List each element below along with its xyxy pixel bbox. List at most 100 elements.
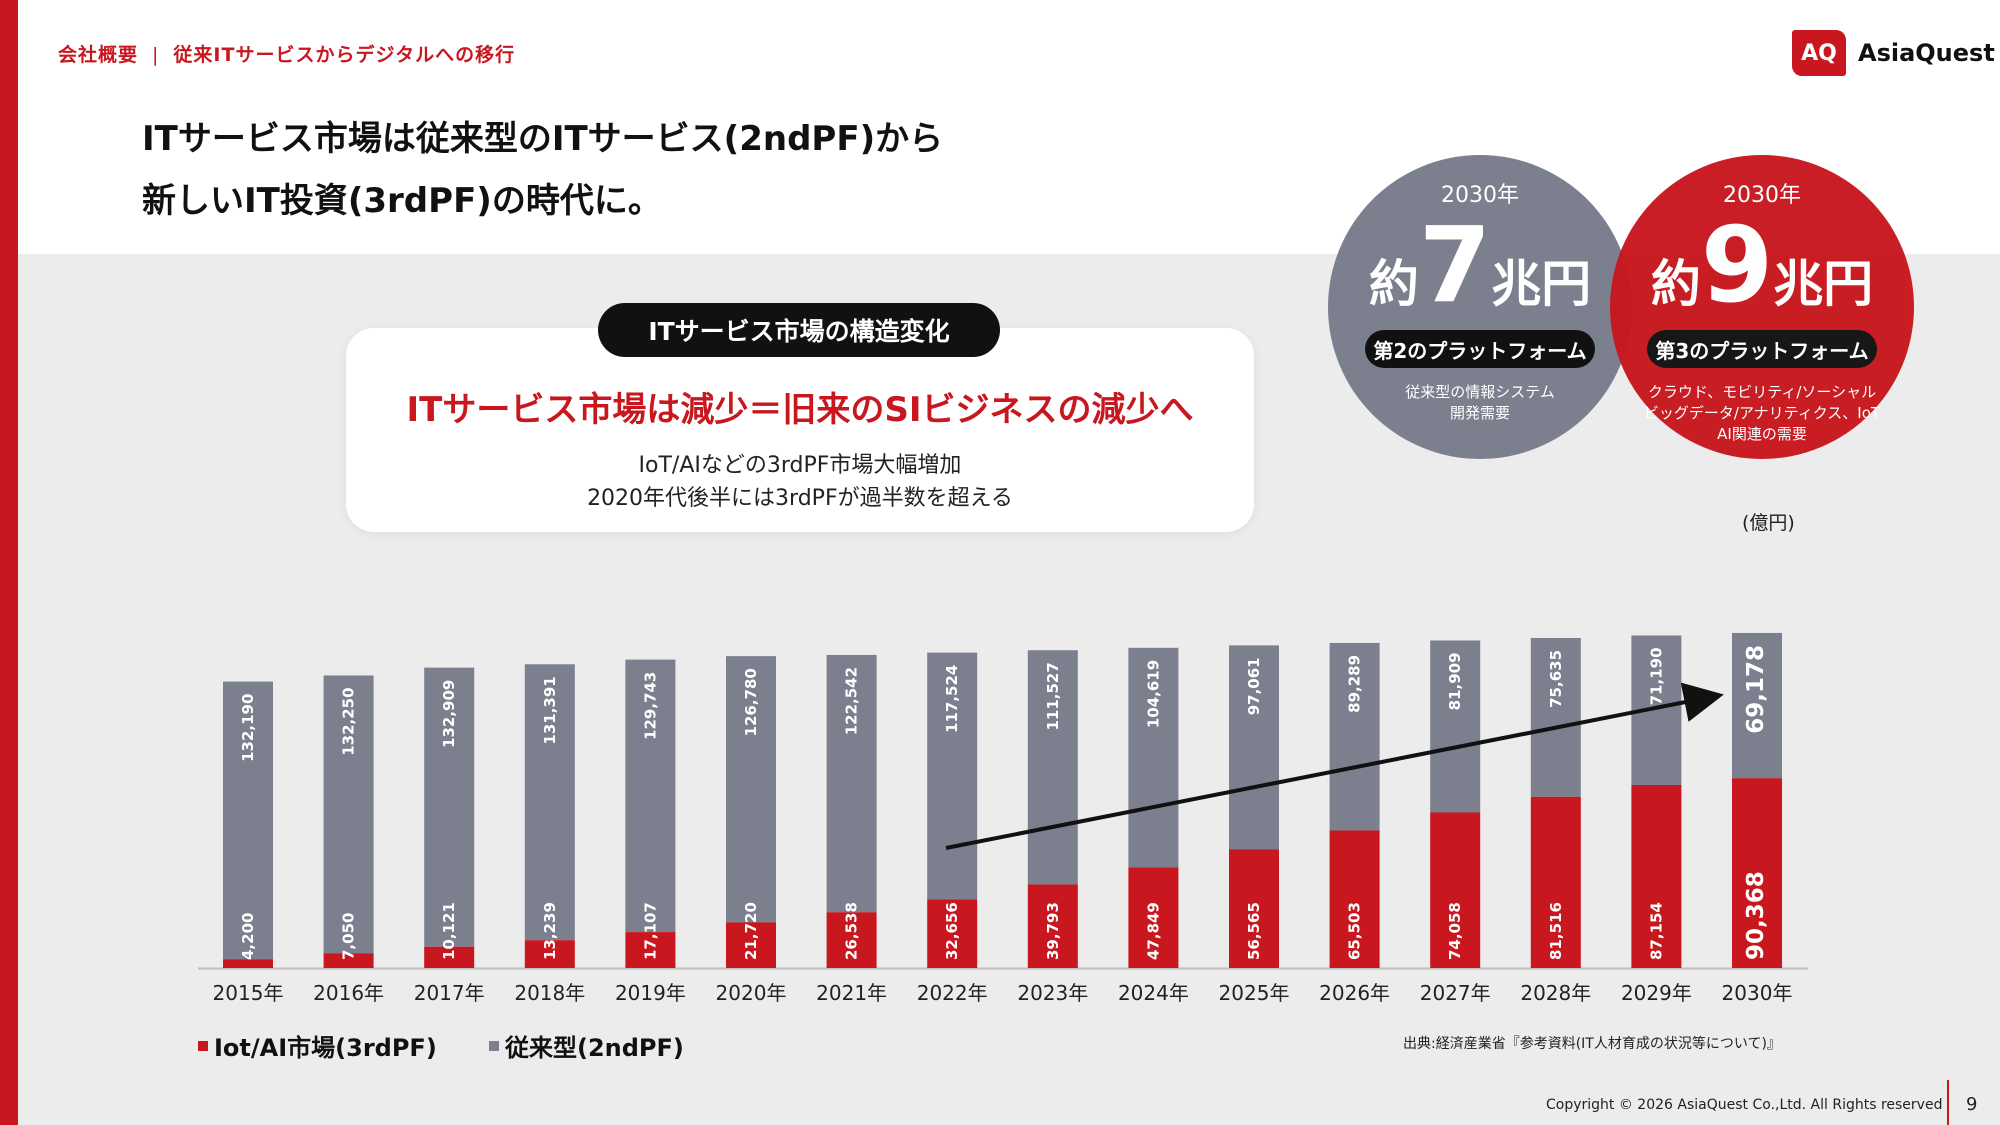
bar-label-3rdpf-5: 21,720 xyxy=(742,902,760,960)
circle-3rdpf-unit: 兆円 xyxy=(1773,255,1874,313)
legend-item-3rdpf: Iot/AI市場(3rdPF) xyxy=(198,1028,437,1063)
bar-2ndpf-9 xyxy=(1128,647,1179,868)
x-tick-label-0: 2015年 xyxy=(213,981,284,1005)
bar-label-3rdpf-11: 65,503 xyxy=(1346,902,1364,960)
bar-label-3rdpf-8: 39,793 xyxy=(1044,902,1062,960)
circle-2ndpf-description: 従来型の情報システム 開発需要 xyxy=(1328,382,1632,424)
bar-2ndpf-10 xyxy=(1229,645,1279,850)
bar-label-3rdpf-1: 7,050 xyxy=(340,913,358,960)
bar-2ndpf-15 xyxy=(1732,632,1782,779)
card-subtext: IoT/AIなどの3rdPF市場大幅増加 2020年代後半には3rdPFが過半数… xyxy=(346,449,1254,515)
circle-3rdpf-year: 2030年 xyxy=(1723,183,1801,208)
bar-3rdpf-9 xyxy=(1128,867,1179,968)
x-tick-label-9: 2024年 xyxy=(1118,981,1189,1005)
headline-line-1: ITサービス市場は従来型のITサービス(2ndPF)から xyxy=(142,119,944,159)
circle-3rdpf-prefix: 約 xyxy=(1650,255,1701,313)
bar-3rdpf-7 xyxy=(927,899,978,968)
bar-label-2ndpf-11: 89,289 xyxy=(1346,655,1364,713)
legend-swatch-2ndpf xyxy=(489,1040,499,1051)
x-tick-label-3: 2018年 xyxy=(514,981,585,1005)
bar-3rdpf-1 xyxy=(323,953,374,968)
x-tick-label-14: 2029年 xyxy=(1621,981,1692,1005)
x-tick-label-2: 2017年 xyxy=(414,981,485,1005)
x-tick-label-8: 2023年 xyxy=(1017,981,1088,1005)
card-line-1: IoT/AIなどの3rdPF市場大幅増加 xyxy=(638,453,962,478)
bar-2ndpf-7 xyxy=(927,652,978,900)
x-tick-label-15: 2030年 xyxy=(1722,981,1793,1005)
bar-2ndpf-11 xyxy=(1329,642,1380,831)
bar-2ndpf-5 xyxy=(726,656,776,923)
bar-label-3rdpf-10: 56,565 xyxy=(1245,902,1263,960)
circle-2ndpf-number: 7 xyxy=(1418,204,1492,326)
bar-label-3rdpf-3: 13,239 xyxy=(541,902,559,960)
source-citation: 出典:経済産業省『参考資料(IT人材育成の状況等について)』 xyxy=(1403,1036,1781,1052)
bar-2ndpf-6 xyxy=(826,654,877,913)
bar-3rdpf-14 xyxy=(1631,784,1682,968)
x-tick-label-5: 2020年 xyxy=(716,981,787,1005)
circle-2ndpf-prefix: 約 xyxy=(1368,255,1419,313)
bar-label-2ndpf-12: 81,909 xyxy=(1446,652,1464,710)
bar-3rdpf-5 xyxy=(726,922,776,968)
bar-label-3rdpf-6: 26,538 xyxy=(843,902,861,960)
circle-3rdpf-amount: 約9兆円 xyxy=(1610,213,1914,317)
circle-2ndpf-desc-2: 開発需要 xyxy=(1449,404,1510,422)
bar-label-3rdpf-0: 4,200 xyxy=(239,913,257,960)
x-tick-label-4: 2019年 xyxy=(615,981,686,1005)
circle-3rdpf-platform: 第3のプラットフォーム xyxy=(1647,330,1877,368)
summary-card: ITサービス市場は減少＝旧来のSIビジネスの減少へ IoT/AIなどの3rdPF… xyxy=(346,328,1254,532)
legend-swatch-3rdpf xyxy=(198,1040,208,1051)
bar-3rdpf-11 xyxy=(1329,830,1380,968)
bar-2ndpf-3 xyxy=(524,664,575,941)
legend-label-3rdpf: Iot/AI市場(3rdPF) xyxy=(214,1034,437,1062)
bar-3rdpf-4 xyxy=(625,932,676,968)
bar-3rdpf-6 xyxy=(826,912,877,968)
chart-unit-label: (億円) xyxy=(1742,512,1795,534)
bar-label-2ndpf-6: 122,542 xyxy=(843,667,861,735)
bar-label-3rdpf-7: 32,656 xyxy=(943,902,961,960)
x-tick-label-10: 2025年 xyxy=(1219,981,1290,1005)
bar-label-2ndpf-9: 104,619 xyxy=(1144,660,1162,728)
bar-label-2ndpf-2: 132,909 xyxy=(440,680,458,748)
bar-2ndpf-4 xyxy=(625,659,676,933)
x-tick-label-6: 2021年 xyxy=(816,981,887,1005)
bar-label-2ndpf-5: 126,780 xyxy=(742,668,760,736)
circle-3rdpf: 2030年 約9兆円 第3のプラットフォーム クラウド、モビリティ/ソーシャル … xyxy=(1610,155,1914,459)
bar-label-2ndpf-7: 117,524 xyxy=(943,665,961,733)
circle-2ndpf: 2030年 約7兆円 第2のプラットフォーム 従来型の情報システム 開発需要 xyxy=(1328,155,1632,459)
breadcrumb-section: 会社概要 xyxy=(58,44,139,66)
circle-3rdpf-description: クラウド、モビリティ/ソーシャル ビッグデータ/アナリティクス、IoT AI関連… xyxy=(1610,382,1914,445)
breadcrumb: 会社概要 | 従来ITサービスからデジタルへの移行 xyxy=(58,40,515,67)
headline-line-2: 新しいIT投資(3rdPF)の時代に。 xyxy=(142,181,662,221)
breadcrumb-subsection: 従来ITサービスからデジタルへの移行 xyxy=(173,44,516,66)
page-divider xyxy=(1947,1080,1949,1125)
bar-label-2ndpf-1: 132,250 xyxy=(340,687,358,755)
bar-2ndpf-1 xyxy=(323,675,374,954)
bar-label-3rdpf-4: 17,107 xyxy=(641,902,659,960)
bar-3rdpf-8 xyxy=(1027,884,1078,968)
card-tag: ITサービス市場の構造変化 xyxy=(598,303,1000,357)
bar-label-3rdpf-12: 74,058 xyxy=(1446,902,1464,960)
bar-label-3rdpf-2: 10,121 xyxy=(440,902,458,960)
logo-text: AsiaQuest xyxy=(1858,39,1995,67)
circle-2ndpf-platform: 第2のプラットフォーム xyxy=(1365,330,1595,368)
bar-label-2ndpf-3: 131,391 xyxy=(541,676,559,744)
x-tick-label-7: 2022年 xyxy=(917,981,988,1005)
bar-3rdpf-13 xyxy=(1530,796,1581,968)
bar-label-2ndpf-8: 111,527 xyxy=(1044,662,1062,730)
x-tick-label-11: 2026年 xyxy=(1319,981,1390,1005)
circle-3rdpf-desc-1: クラウド、モビリティ/ソーシャル xyxy=(1647,383,1877,401)
x-tick-label-1: 2016年 xyxy=(313,981,384,1005)
circle-3rdpf-desc-3: AI関連の需要 xyxy=(1717,425,1807,443)
logo-mark: AQ xyxy=(1792,30,1846,76)
bar-2ndpf-12 xyxy=(1430,640,1481,813)
trend-arrow xyxy=(945,682,1724,850)
page-number: 9 xyxy=(1966,1094,1978,1115)
bar-label-2ndpf-13: 75,635 xyxy=(1547,650,1565,708)
bar-3rdpf-3 xyxy=(524,940,575,968)
bar-label-3rdpf-13: 81,516 xyxy=(1547,902,1565,960)
bar-label-3rdpf-9: 47,849 xyxy=(1144,902,1162,960)
bar-3rdpf-10 xyxy=(1229,849,1279,968)
circle-2ndpf-year: 2030年 xyxy=(1441,183,1519,208)
bar-2ndpf-0 xyxy=(223,681,273,960)
bar-2ndpf-8 xyxy=(1027,650,1078,885)
